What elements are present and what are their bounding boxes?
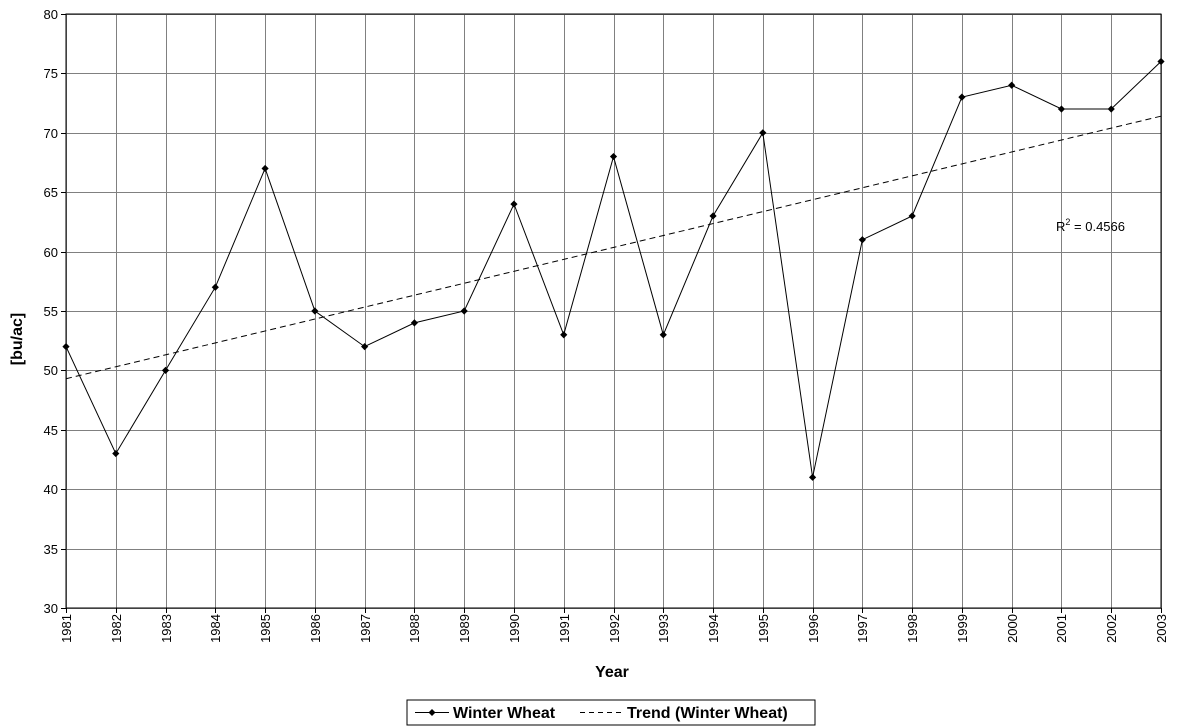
y-tick-label: 75 (44, 66, 58, 81)
x-tick-label: 1988 (407, 614, 422, 643)
data-point (161, 366, 170, 374)
data-point (958, 93, 966, 101)
y-tick-label: 60 (44, 245, 58, 260)
y-tick-label: 70 (44, 126, 58, 141)
x-tick-label: 1986 (308, 614, 323, 643)
data-point (460, 307, 468, 315)
winter-wheat-series (62, 57, 1165, 481)
x-tick-label: 1981 (59, 614, 74, 643)
x-tick-label: 1994 (706, 614, 721, 643)
data-point (759, 129, 767, 137)
x-tick-label: 2003 (1154, 614, 1169, 643)
x-tick-label: 1997 (855, 614, 870, 643)
data-point (1057, 105, 1066, 113)
data-point (609, 152, 618, 161)
x-tick-label: 2000 (1005, 614, 1020, 643)
x-tick-label: 2002 (1104, 614, 1119, 643)
y-tick-label: 80 (44, 7, 58, 22)
legend-winter-wheat-label: Winter Wheat (453, 705, 556, 722)
data-point (1008, 81, 1016, 89)
y-axis-title: [bu/ac] (9, 313, 26, 365)
x-tick-label: 1989 (457, 614, 472, 643)
data-point (361, 343, 369, 351)
trend-series (65, 115, 1162, 380)
data-point (709, 212, 717, 220)
gridlines (66, 14, 1162, 609)
x-tick-label: 1996 (806, 614, 821, 643)
r-squared-base: R (1056, 219, 1065, 234)
data-point (1157, 57, 1165, 66)
y-axis-ticks: 30 35 40 45 50 55 60 65 70 75 80 (44, 7, 66, 616)
x-tick-label: 1987 (358, 614, 373, 643)
x-tick-label: 1999 (955, 614, 970, 643)
data-point (659, 331, 667, 339)
y-tick-label: 35 (44, 542, 58, 557)
data-point (62, 343, 70, 351)
data-point (410, 319, 419, 327)
winter-wheat-line (65, 61, 1162, 478)
data-point (311, 307, 319, 315)
x-tick-label: 1993 (656, 614, 671, 643)
data-point (808, 473, 817, 481)
r-squared-sup: 2 (1065, 217, 1070, 227)
x-tick-label: 1990 (507, 614, 522, 643)
data-point (510, 200, 518, 208)
data-point (211, 283, 219, 291)
trend-line (65, 115, 1162, 380)
x-tick-label: 2001 (1054, 614, 1069, 643)
data-point (1107, 105, 1115, 113)
x-tick-label: 1982 (109, 614, 124, 643)
x-tick-label: 1995 (756, 614, 771, 643)
data-point (112, 449, 120, 458)
y-tick-label: 40 (44, 482, 58, 497)
r-squared-annotation: R2 = 0.4566 (1056, 217, 1125, 234)
x-tick-label: 1984 (208, 614, 223, 643)
x-tick-label: 1992 (607, 614, 622, 643)
y-tick-label: 55 (44, 304, 58, 319)
x-axis-title: Year (595, 664, 629, 681)
x-axis-ticks: 1981 1982 1983 1984 1985 1986 1987 1988 1989 1990… (59, 608, 1169, 643)
x-tick-label: 1998 (905, 614, 920, 643)
data-point (560, 331, 568, 339)
y-tick-label: 30 (44, 601, 58, 616)
y-tick-label: 65 (44, 185, 58, 200)
r-squared-value: = 0.4566 (1070, 219, 1125, 234)
data-point (908, 212, 916, 220)
y-tick-label: 45 (44, 423, 58, 438)
x-tick-label: 1991 (557, 614, 572, 643)
y-tick-label: 50 (44, 363, 58, 378)
legend: Winter Wheat Trend (Winter Wheat) (406, 699, 816, 726)
data-point (858, 236, 866, 244)
legend-trend-label: Trend (Winter Wheat) (627, 705, 788, 722)
legend-winter-wheat-marker (428, 709, 436, 716)
x-tick-label: 1985 (258, 614, 273, 643)
x-tick-label: 1983 (159, 614, 174, 643)
data-point (261, 164, 269, 173)
